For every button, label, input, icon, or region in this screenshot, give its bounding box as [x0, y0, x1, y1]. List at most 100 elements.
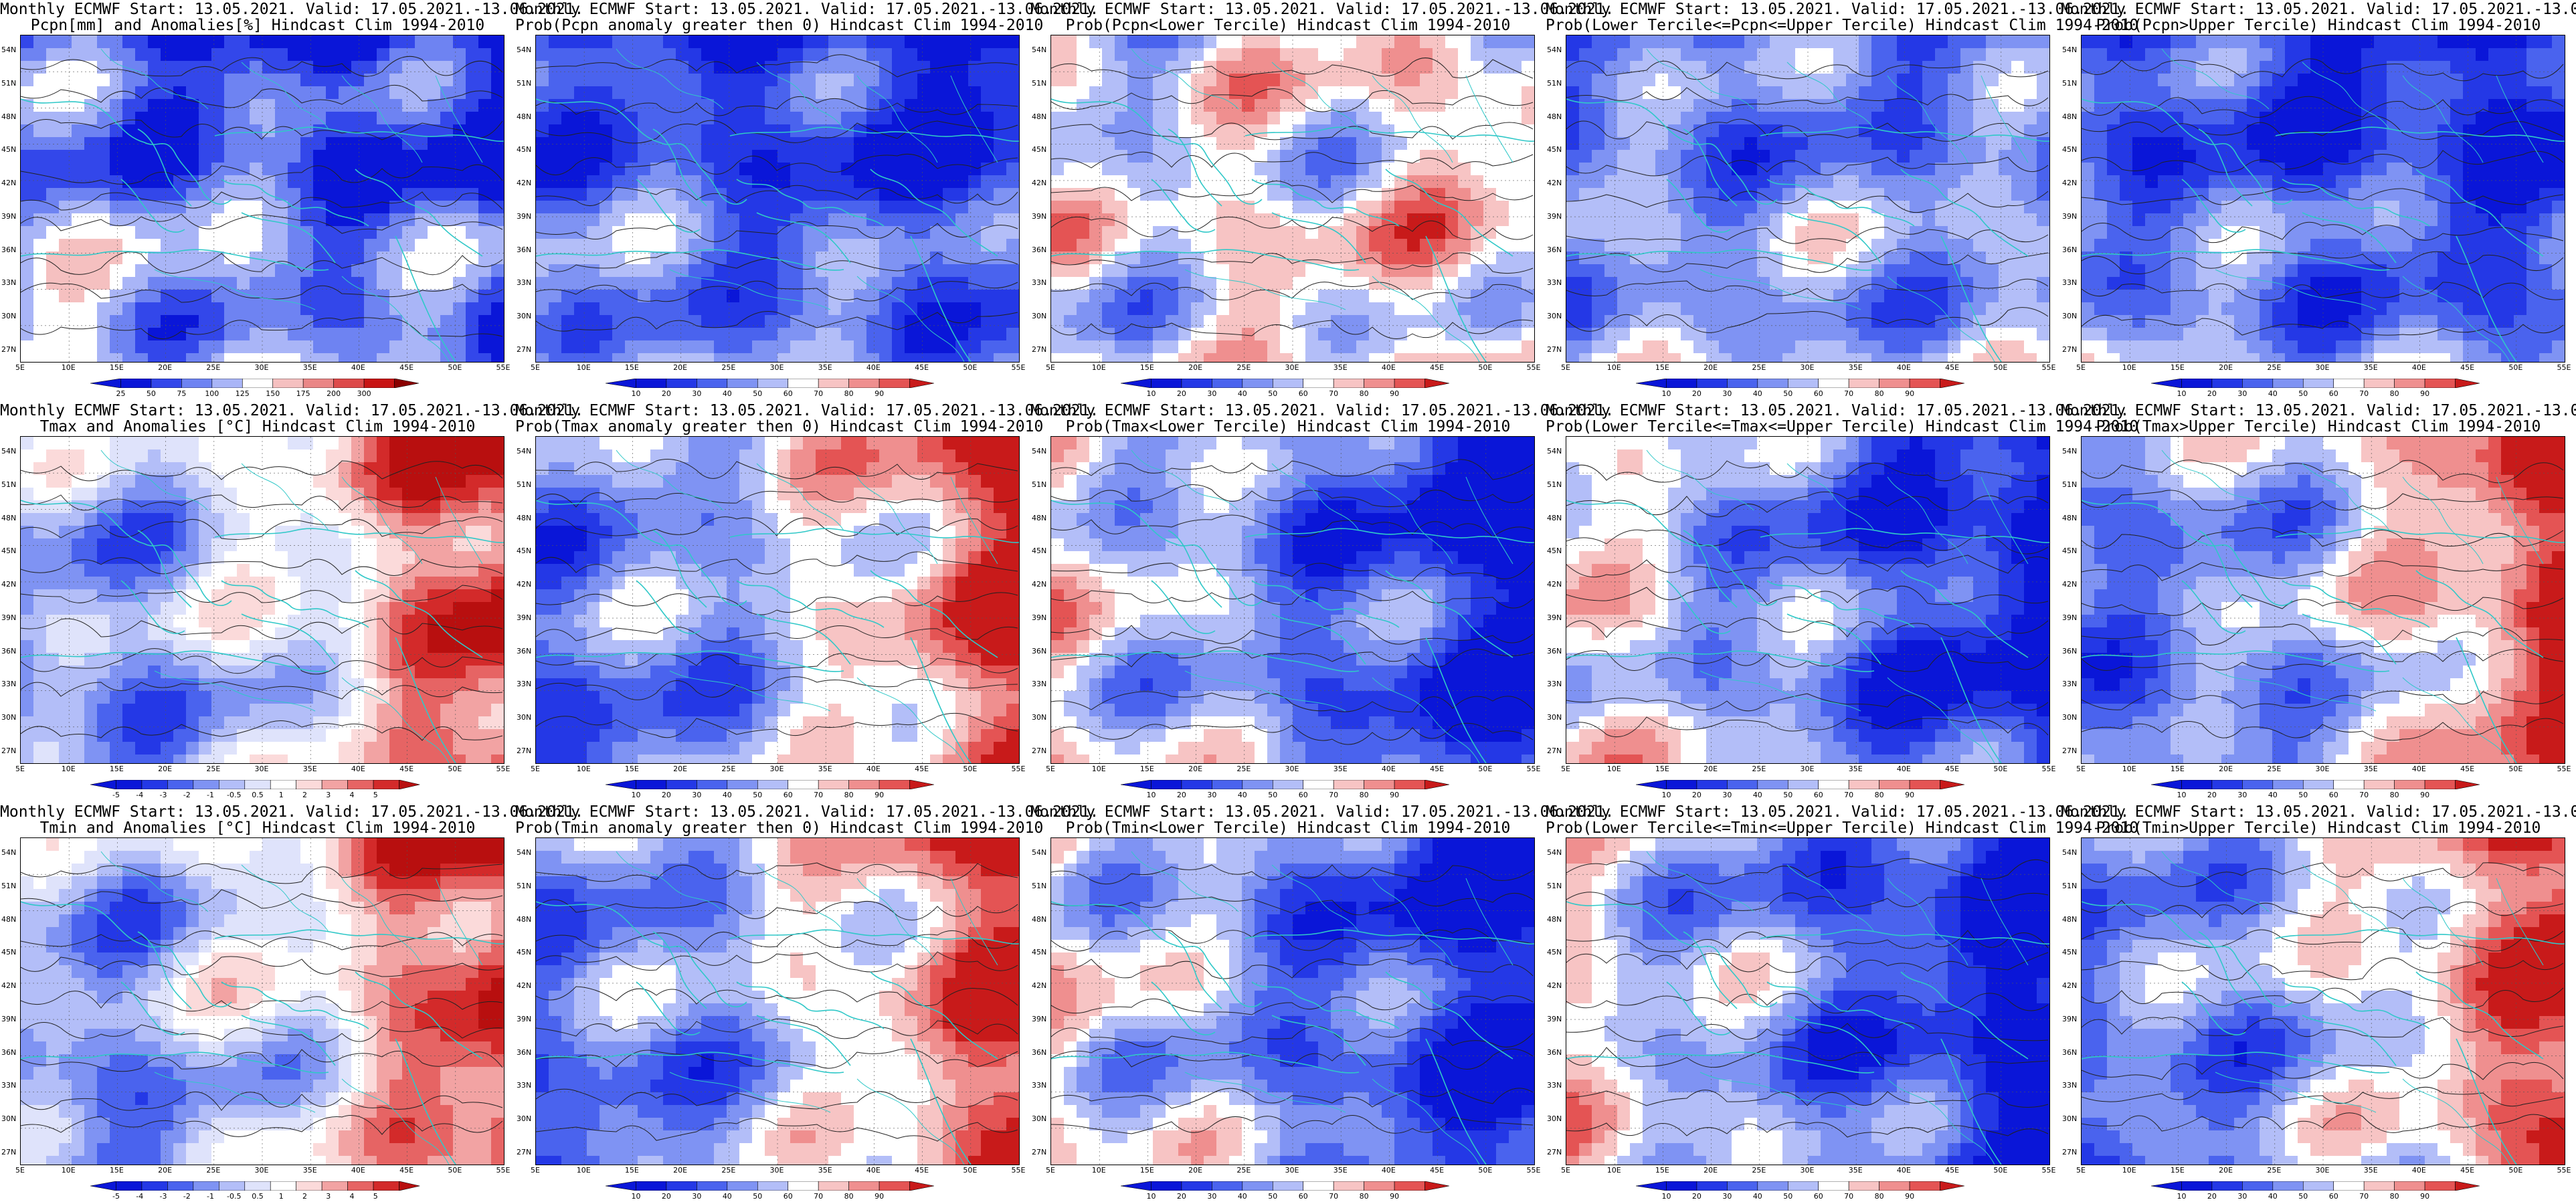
shading-cell [2221, 61, 2235, 74]
shading-cell [2221, 86, 2235, 100]
shading-cell [777, 112, 791, 125]
shading-cell [701, 48, 715, 62]
shading-cell [440, 163, 454, 176]
lat-label: 27N [1547, 345, 1562, 354]
shading-cell [2221, 35, 2235, 49]
shading-cell [2132, 264, 2146, 278]
shading-cell [1744, 290, 1758, 303]
shading-cell [905, 264, 918, 278]
shading-cell [1191, 264, 1204, 278]
shading-cell [943, 99, 956, 112]
shading-cell [727, 35, 740, 49]
shading-cell [1643, 175, 1656, 189]
shading-cell [1077, 74, 1090, 87]
colorbar-tick-label: 150 [266, 389, 280, 398]
colorbar-tick-label: 60 [783, 389, 793, 398]
colorbar-tick-label: 300 [357, 389, 371, 398]
shading-cell [415, 99, 428, 112]
shading-cell [536, 188, 549, 201]
shading-cell [739, 74, 753, 87]
shading-cell [930, 150, 943, 163]
shading-cell [97, 226, 110, 239]
lon-label: 50E [963, 363, 978, 372]
shading-cell [714, 150, 727, 163]
shading-cell [33, 188, 47, 201]
shading-cell [1509, 86, 1522, 100]
shading-cell [1948, 239, 1961, 252]
shading-cell [892, 150, 905, 163]
shading-cell [2526, 188, 2540, 201]
shading-cell [930, 99, 943, 112]
shading-cell [1630, 35, 1643, 49]
shading-cell [33, 239, 47, 252]
shading-cell [1356, 61, 1370, 74]
shading-cell [1693, 86, 1707, 100]
shading-cell [1643, 124, 1656, 138]
shading-cell [994, 150, 1007, 163]
shading-cell [173, 99, 187, 112]
shading-cell [1305, 150, 1319, 163]
shading-cell [638, 48, 651, 62]
shading-cell [1483, 239, 1497, 252]
shading-cell [1833, 290, 1847, 303]
shading-cell [46, 239, 60, 252]
shading-cell [1948, 112, 1961, 125]
shading-cell [1617, 74, 1631, 87]
shading-cell [110, 137, 123, 150]
shading-cell [1668, 328, 1681, 341]
shading-cell [1089, 201, 1103, 214]
colorbar-tick-label: 40 [1237, 389, 1247, 398]
shading-cell [402, 86, 416, 100]
shading-cell [2323, 74, 2336, 87]
shading-cell [574, 99, 587, 112]
shading-cell [313, 328, 327, 341]
shading-cell [1833, 277, 1847, 290]
shading-cell [237, 112, 250, 125]
shading-cell [2037, 112, 2049, 125]
shading-cell [1757, 315, 1770, 328]
shading-cell [638, 226, 651, 239]
shading-cell [1293, 340, 1306, 354]
shading-cell [1420, 277, 1433, 290]
shading-cell [402, 302, 416, 316]
lat-label: 51N [1032, 78, 1047, 88]
shading-cell [663, 277, 676, 290]
shading-cell [2450, 137, 2464, 150]
shading-cell [2387, 112, 2400, 125]
shading-cell [440, 353, 454, 362]
shading-cell [1242, 188, 1255, 201]
shading-cell [389, 61, 403, 74]
shading-cell [930, 201, 943, 214]
shading-cell [612, 252, 626, 265]
shading-cell [389, 188, 403, 201]
lat-label: 27N [1032, 345, 1047, 354]
country-border [1699, 269, 1861, 310]
shading-cell [97, 86, 110, 100]
shading-cell [701, 137, 715, 150]
shading-cell [879, 163, 893, 176]
shading-cell [752, 239, 765, 252]
shading-cell [1420, 353, 1433, 362]
shading-cell [1242, 35, 1255, 49]
shading-cell [97, 201, 110, 214]
shading-cell [955, 112, 969, 125]
shading-cell [2425, 74, 2438, 87]
shading-cell [46, 112, 60, 125]
shading-cell [1566, 239, 1580, 252]
shading-cell [2476, 163, 2489, 176]
shading-cell [2171, 163, 2184, 176]
shading-cell [2488, 226, 2502, 239]
shading-cell [981, 213, 994, 227]
shading-cell [1140, 86, 1154, 100]
shading-cell [1884, 239, 1898, 252]
shading-cell [701, 213, 715, 227]
shading-cell [275, 175, 288, 189]
shading-cell [2037, 48, 2049, 62]
shading-cell [478, 150, 492, 163]
shading-cell [1394, 226, 1408, 239]
shading-cell [1566, 302, 1580, 316]
shading-cell [1770, 48, 1783, 62]
shading-cell [1782, 239, 1796, 252]
shading-cell [199, 302, 212, 316]
shading-cell [612, 175, 626, 189]
